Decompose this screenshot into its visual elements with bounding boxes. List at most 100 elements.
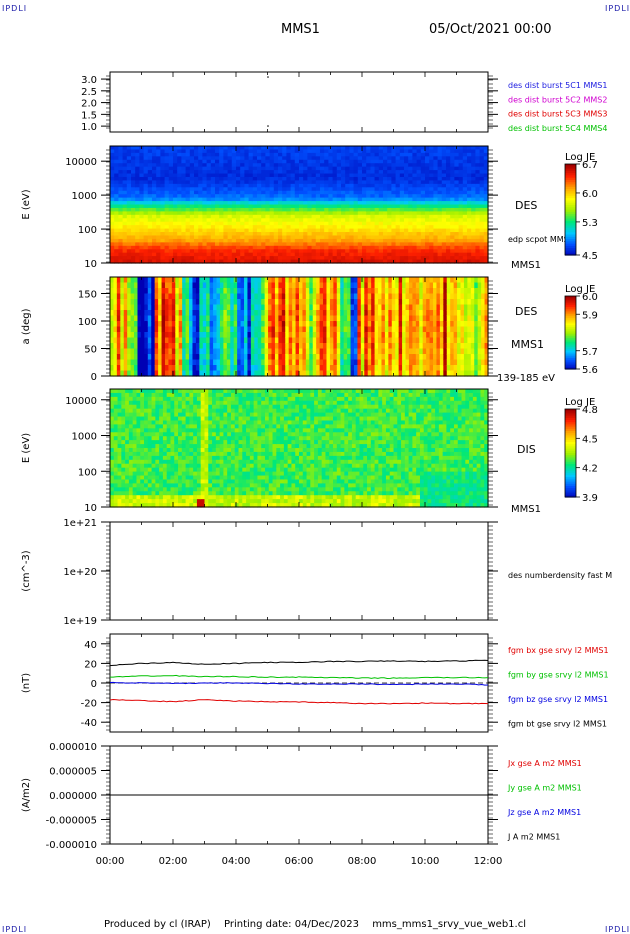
panel2-heatmap-cell [290,149,296,154]
panel2-heatmap-cell [244,201,250,206]
panel3-heatmap-cell [408,282,413,289]
panel3-heatmap-cell [374,343,379,350]
panel3-heatmap-cell [134,354,139,361]
panel2-heatmap-cell [273,225,279,230]
panel3-heatmap-cell [247,282,252,289]
panel2-heatmap-cell [206,242,212,247]
panel3-heatmap-cell [130,321,135,328]
panel2-heatmap-cell [471,190,476,195]
panel2-heatmap-cell [215,207,220,212]
panel2-heatmap-cell [479,214,485,219]
panel2-heatmap-cell [248,204,254,209]
panel2-heatmap-cell [450,238,455,243]
panel2-heatmap-cell [479,183,485,188]
panel2-heatmap-cell [244,183,250,188]
panel2-heatmap-cell [349,207,355,212]
panel2-heatmap-cell [189,228,195,233]
panel3-heatmap-cell [216,337,221,344]
panel2-heatmap-cell [349,187,355,192]
panel3-heatmap-cell [408,299,413,306]
panel2-heatmap-cell [374,173,380,178]
panel2-heatmap-cell [441,190,447,195]
panel3-heatmap-cell [360,299,365,306]
panel2-heatmap-cell [126,149,132,154]
panel3-heatmap-cell [319,370,324,377]
panel2-heatmap-cell [320,166,325,171]
panel2-heatmap-cell [139,252,145,257]
panel3-heatmap-cell [199,277,204,284]
panel2-heatmap-cell [122,173,128,178]
panel2-heatmap-cell [252,159,258,164]
panel3-heatmap-cell [288,332,293,339]
panel2-heatmap-cell [441,197,447,202]
panel3-heatmap-cell [219,359,224,366]
panel3-heatmap-cell [391,326,396,333]
panel2-heatmap-cell [231,259,237,264]
panel3-heatmap-cell [195,348,200,355]
panel2-heatmap-cell [278,159,283,164]
panel2-heatmap-cell [139,166,145,171]
panel2-heatmap-cell [315,256,321,261]
panel2-heatmap-cell [194,187,199,192]
panel2-heatmap-cell [210,242,216,247]
panel3-heatmap-cell [264,332,269,339]
panel2-heatmap-cell [395,204,401,209]
panel3-heatmap-cell [134,348,139,355]
panel2-heatmap-cell [412,166,418,171]
panel2-heatmap-cell [265,232,271,237]
panel3-heatmap-cell [213,277,218,284]
panel3-heatmap-cell [268,321,273,328]
panel2-heatmap-cell [353,159,359,164]
panel2-heatmap-cell [374,245,380,250]
panel3-heatmap-cell [223,282,228,289]
panel3-heatmap-cell [312,365,317,372]
panel2-heatmap-cell [114,235,119,240]
panel2-heatmap-cell [231,218,237,223]
panel2-heatmap-cell [374,204,380,209]
panel2-heatmap-cell [227,235,233,240]
panel2-heatmap-cell [126,204,132,209]
panel2-heatmap-cell [429,259,434,264]
panel2-heatmap-cell [147,149,153,154]
panel3-heatmap-cell [316,370,321,377]
panel3-heatmap-cell [408,365,413,372]
panel2-heatmap-cell [387,245,392,250]
panel3-heatmap-cell [415,288,420,295]
panel3-heatmap-cell [326,315,331,322]
panel2-heatmap-cell [416,207,422,212]
panel2-heatmap-cell [383,190,388,195]
panel3-heatmap-cell [333,282,338,289]
panel3-heatmap-cell [216,326,221,333]
panel2-heatmap-cell [416,225,422,230]
panel3-heatmap-cell [171,293,176,300]
panel2-heatmap-cell [198,256,203,261]
panel2-heatmap-cell [467,163,472,168]
panel2-heatmap-cell [391,214,397,219]
panel3-heatmap-cell [312,293,317,300]
panel2-heatmap-cell [278,252,283,257]
panel2-heatmap-cell [139,235,145,240]
panel2-heatmap-cell [206,214,212,219]
panel3-heatmap-cell [264,288,269,295]
panel2-heatmap-cell [156,259,161,264]
panel2-heatmap-cell [189,245,195,250]
panel3-heatmap-cell [357,337,362,344]
panel2-heatmap-cell [370,204,376,209]
panel2-heatmap-cell [357,221,363,226]
panel2-heatmap-cell [236,163,241,168]
panel2-heatmap-cell [122,166,128,171]
panel2-heatmap-cell [202,170,208,175]
panel2-heatmap-cell [324,225,329,230]
panel3-heatmap-cell [206,343,211,350]
panel2-heatmap-cell [135,232,140,237]
panel2-heatmap-cell [362,259,367,264]
panel2-heatmap-cell [450,221,455,226]
panel3-heatmap-cell [237,321,242,328]
panel3-heatmap-cell [233,326,238,333]
panel2-heatmap-cell [462,180,468,185]
panel3-heatmap-cell [130,288,135,295]
panel2-heatmap-cell [118,180,124,185]
panel3-heatmap-cell [178,310,183,317]
panel3-heatmap-cell [419,365,424,372]
panel2-heatmap-cell [273,146,279,151]
